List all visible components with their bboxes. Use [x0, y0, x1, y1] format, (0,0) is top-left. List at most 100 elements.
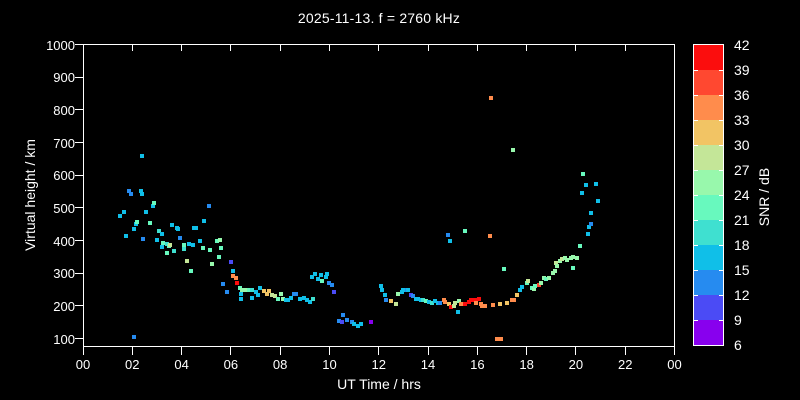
x-tick-label: 06: [223, 357, 239, 372]
data-point: [518, 288, 522, 292]
data-point: [456, 310, 460, 314]
data-point: [217, 255, 221, 259]
y-tick-mark: [75, 305, 83, 307]
data-point: [208, 248, 212, 252]
data-point: [571, 255, 575, 259]
colorbar-segment: [694, 220, 723, 245]
data-point: [553, 269, 557, 273]
data-point: [294, 292, 298, 296]
colorbar-boundary-tick: [694, 220, 698, 221]
data-point: [448, 239, 452, 243]
data-point: [327, 281, 331, 285]
data-point: [384, 298, 388, 302]
data-point: [337, 319, 341, 323]
data-point: [132, 227, 136, 231]
colorbar-segment: [694, 95, 723, 120]
x-tick-mark: [526, 346, 528, 355]
data-point: [452, 304, 456, 308]
data-point: [406, 288, 410, 292]
colorbar-segment: [694, 245, 723, 270]
y-tick-mark: [75, 338, 83, 339]
data-point: [127, 189, 131, 193]
x-tick-mark: [328, 346, 330, 355]
data-point: [544, 277, 548, 281]
colorbar-boundary-tick: [694, 270, 698, 271]
data-point: [575, 256, 579, 260]
data-point: [182, 247, 186, 251]
data-point: [416, 297, 420, 301]
x-tick-mark-top: [181, 45, 183, 51]
colorbar-boundary-tick: [719, 145, 723, 146]
x-tick-mark-top: [575, 45, 577, 51]
data-point: [380, 288, 384, 292]
x-tick-mark-top: [674, 45, 675, 51]
data-point: [424, 299, 428, 303]
y-tick-label: 200: [53, 298, 75, 314]
data-point: [289, 296, 293, 300]
data-point: [320, 279, 324, 283]
y-tick-label: 900: [53, 70, 75, 86]
colorbar-segment: [694, 145, 723, 170]
data-point: [571, 266, 575, 270]
data-point: [467, 300, 471, 304]
data-point: [279, 292, 283, 296]
y-tick-label: 700: [53, 135, 75, 151]
colorbar-tick-label: 18: [734, 236, 750, 253]
data-point: [489, 96, 493, 100]
colorbar-boundary-tick: [719, 120, 723, 121]
data-point: [324, 275, 328, 279]
data-point: [286, 298, 290, 302]
data-point: [157, 229, 161, 233]
data-point: [270, 293, 274, 297]
data-point: [151, 204, 155, 208]
colorbar-segment: [694, 270, 723, 295]
x-axis-label: UT Time / hrs: [337, 376, 421, 392]
data-point: [539, 281, 543, 285]
colorbar-tick-label: 15: [734, 261, 750, 278]
data-point: [554, 261, 558, 265]
data-point: [225, 290, 229, 294]
data-point: [491, 303, 495, 307]
data-point: [551, 271, 555, 275]
colorbar-boundary-tick: [719, 295, 723, 296]
data-point: [229, 260, 233, 264]
x-tick-mark: [575, 346, 577, 355]
data-point: [469, 298, 473, 302]
data-point: [547, 276, 551, 280]
x-tick-label: 18: [519, 357, 534, 372]
data-point: [480, 304, 484, 308]
data-point: [433, 299, 437, 303]
colorbar-boundary-tick: [719, 245, 723, 246]
data-point: [202, 219, 206, 223]
data-point: [584, 183, 588, 187]
data-point: [430, 301, 434, 305]
x-tick-label: 22: [617, 357, 633, 372]
data-point: [172, 249, 176, 253]
colorbar-boundary-tick: [694, 145, 698, 146]
data-point: [356, 324, 360, 328]
data-point: [170, 223, 174, 227]
data-point: [400, 290, 404, 294]
x-tick-mark-top: [476, 45, 478, 51]
data-point: [502, 267, 506, 271]
data-point: [247, 288, 251, 292]
data-point: [161, 241, 165, 245]
colorbar-boundary-tick: [719, 95, 723, 96]
data-point: [302, 296, 306, 300]
data-point: [144, 210, 148, 214]
data-point: [586, 232, 590, 236]
data-point: [587, 225, 591, 229]
data-point: [240, 288, 244, 292]
data-point: [396, 292, 400, 296]
data-point: [558, 259, 562, 263]
x-tick-label: 04: [174, 357, 189, 372]
colorbar-segment: [694, 45, 723, 70]
x-tick-mark: [82, 346, 84, 355]
colorbar: [693, 44, 724, 346]
data-point: [182, 243, 186, 247]
x-tick-mark: [230, 346, 232, 355]
colorbar-tick-label: 36: [734, 86, 750, 103]
y-tick-mark: [75, 240, 83, 241]
colorbar-boundary-tick: [694, 70, 698, 71]
colorbar-boundary-tick: [694, 195, 698, 196]
